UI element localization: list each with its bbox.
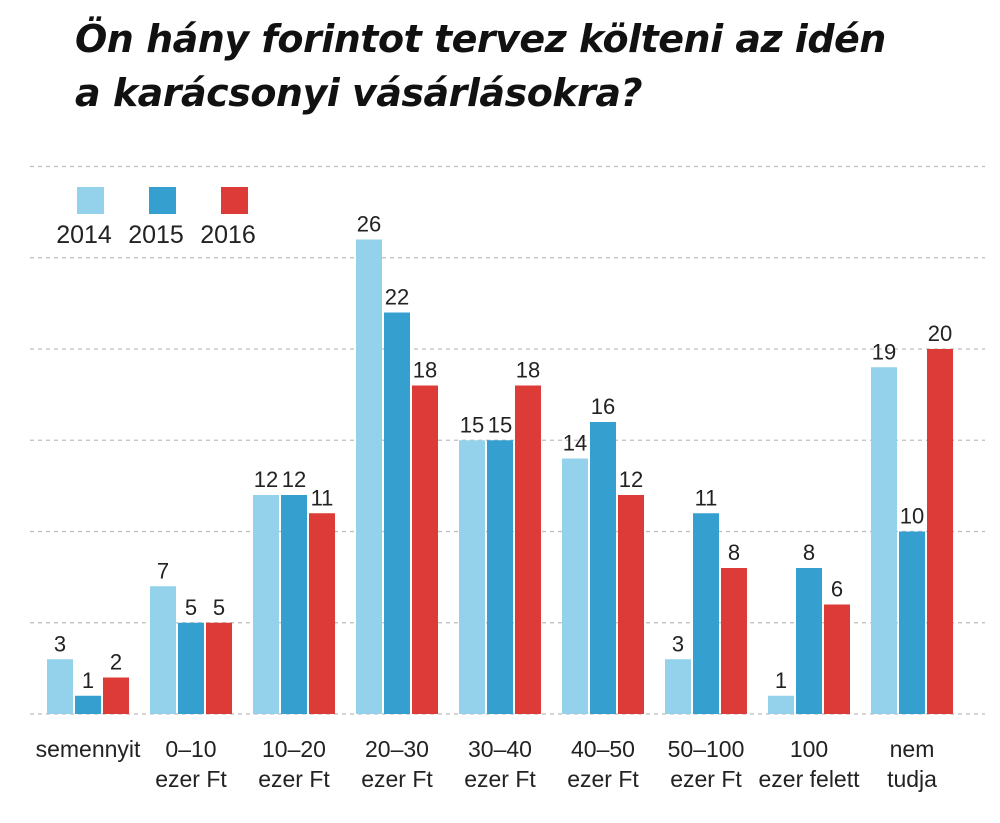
data-label: 12: [282, 467, 306, 492]
data-label: 19: [872, 339, 896, 364]
x-tick-label: ezer Ft: [361, 766, 433, 792]
bar-2016: [206, 622, 232, 714]
x-tick-label: ezer felett: [759, 766, 861, 792]
data-label: 1: [775, 668, 787, 693]
x-tick-label: ezer Ft: [567, 766, 639, 792]
data-label: 11: [695, 485, 718, 510]
x-tick-label: 20–30: [365, 736, 429, 762]
data-label: 3: [672, 631, 684, 656]
x-tick-label: 100: [790, 736, 828, 762]
data-label: 7: [157, 558, 169, 583]
data-label: 15: [460, 412, 484, 437]
bar-2015: [590, 422, 616, 714]
legend-swatch-2015: [149, 187, 176, 214]
bar-2014: [150, 586, 176, 714]
bar-2014: [768, 695, 794, 714]
data-label: 20: [928, 321, 952, 346]
bar-2016: [309, 513, 335, 714]
x-tick-label: nem: [890, 736, 935, 762]
x-tick-label: ezer Ft: [258, 766, 330, 792]
data-label: 2: [110, 650, 122, 675]
bar-2014: [562, 458, 588, 714]
data-label: 8: [803, 540, 815, 565]
legend-label-2016: 2016: [200, 221, 256, 249]
x-tick-label: 10–20: [262, 736, 326, 762]
data-label: 12: [619, 467, 643, 492]
x-axis-labels: semennyit 0–10 ezer Ft 10–20 ezer Ft 20–30 eze…: [36, 736, 938, 792]
data-label: 15: [488, 412, 512, 437]
bar-2016: [721, 568, 747, 714]
data-label: 16: [591, 394, 615, 419]
legend: 2014 2015 2016: [56, 187, 256, 249]
bar-group: 1 86: [768, 540, 850, 714]
bar-2015: [487, 440, 513, 714]
x-tick-label: 40–50: [571, 736, 635, 762]
x-tick-label: ezer Ft: [670, 766, 742, 792]
bar-2015: [384, 312, 410, 714]
bar-2015: [178, 622, 204, 714]
x-tick-label: 30–40: [468, 736, 532, 762]
bar-2015: [796, 568, 822, 714]
bar-2015: [281, 495, 307, 714]
x-tick-label: semennyit: [36, 736, 141, 762]
data-label: 22: [385, 285, 409, 310]
data-label: 14: [563, 431, 587, 456]
x-tick-label: 50–100: [668, 736, 745, 762]
x-tick-label: tudja: [887, 766, 937, 792]
bar-2014: [665, 659, 691, 714]
x-tick-label: 0–10: [165, 736, 216, 762]
bar-group: 312: [47, 631, 129, 714]
legend-swatch-2014: [77, 187, 104, 214]
legend-swatch-2016: [221, 187, 248, 214]
bar-group: 26 22 18: [356, 212, 438, 714]
bar-2016: [515, 385, 541, 714]
bar-2015: [693, 513, 719, 714]
bar-2014: [253, 495, 279, 714]
bar-group: 19 10 20: [871, 321, 953, 714]
chart-title: Ön hány forintot tervez költeni az idén …: [75, 12, 975, 120]
data-label: 18: [516, 358, 540, 383]
x-tick-label: ezer Ft: [155, 766, 227, 792]
legend-label-2014: 2014: [56, 221, 112, 249]
data-label: 8: [728, 540, 740, 565]
bar-2016: [412, 385, 438, 714]
data-label: 11: [311, 485, 334, 510]
bar-2015: [75, 695, 101, 714]
legend-label-2015: 2015: [128, 221, 184, 249]
bar-2014: [356, 239, 382, 714]
chart-title-line-1: Ön hány forintot tervez költeni az idén: [75, 17, 886, 61]
bar-2016: [103, 677, 129, 714]
data-label: 5: [213, 595, 225, 620]
data-label: 26: [357, 212, 381, 237]
data-label: 3: [54, 631, 66, 656]
bar-2014: [871, 367, 897, 714]
data-label: 18: [413, 358, 437, 383]
bar-2014: [459, 440, 485, 714]
data-label: 10: [900, 504, 924, 529]
bar-group: 75 5: [150, 558, 232, 714]
bar-2014: [47, 659, 73, 714]
bar-2016: [618, 495, 644, 714]
bar-group: 3 11 8: [665, 485, 747, 714]
bar-2016: [927, 349, 953, 714]
data-label: 6: [831, 577, 843, 602]
bar-2016: [824, 604, 850, 714]
bar-2015: [899, 531, 925, 714]
data-label: 12: [254, 467, 278, 492]
data-label: 5: [185, 595, 197, 620]
chart-title-line-2: a karácsonyi vásárlásokra?: [75, 71, 643, 115]
x-tick-label: ezer Ft: [464, 766, 536, 792]
data-label: 1: [82, 668, 94, 693]
bar-group: 15 15 18: [459, 358, 541, 714]
